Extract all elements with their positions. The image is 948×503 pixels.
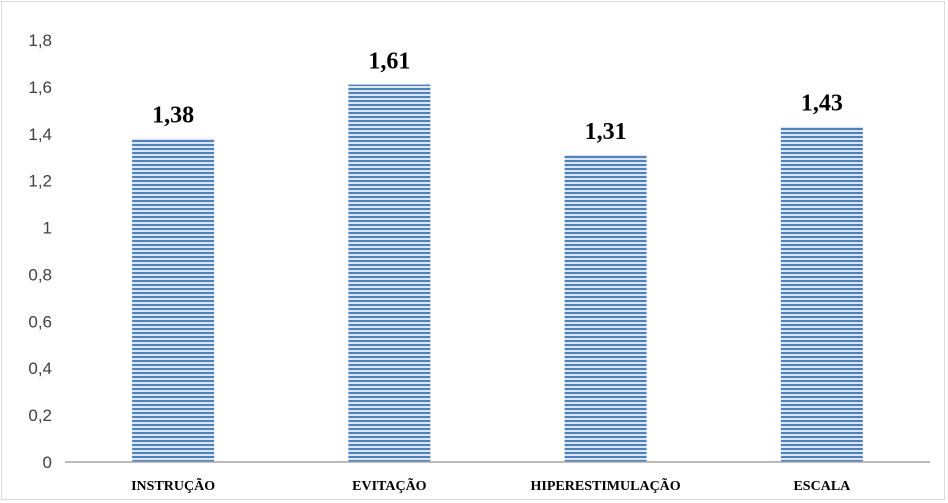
x-tick-label: EVITAÇÃO: [352, 476, 427, 494]
y-tick-label: 1,6: [28, 78, 52, 97]
y-tick-label: 0,6: [28, 312, 52, 331]
y-tick-label: 1,2: [28, 172, 52, 191]
y-axis: 0 0,2 0,4 0,6 0,8 1 1,2 1,4 1,6 1,8: [28, 31, 52, 472]
y-tick-label: 0: [43, 453, 52, 472]
y-tick-label: 0,4: [28, 359, 52, 378]
x-tick-label: HIPERESTIMULAÇÃO: [531, 476, 681, 494]
data-label: 1,31: [585, 119, 627, 145]
bar: [564, 154, 647, 462]
x-tick-label: ESCALA: [793, 479, 851, 494]
y-tick-label: 0,2: [28, 406, 52, 425]
bar: [348, 84, 431, 463]
bar: [132, 138, 215, 462]
data-labels: 1,38 1,61 1,31 1,43: [152, 49, 843, 145]
data-label: 1,61: [368, 49, 410, 75]
x-axis: INSTRUÇÃO EVITAÇÃO HIPERESTIMULAÇÃO ESCALA: [131, 476, 851, 494]
bars: [132, 84, 863, 463]
data-label: 1,43: [801, 91, 843, 117]
y-tick-label: 1,8: [28, 31, 52, 50]
y-tick-label: 1,4: [28, 125, 52, 144]
y-tick-label: 0,8: [28, 265, 52, 284]
data-label: 1,38: [152, 102, 194, 128]
bar: [780, 126, 863, 462]
x-tick-label: INSTRUÇÃO: [131, 476, 215, 494]
y-tick-label: 1: [43, 219, 52, 238]
